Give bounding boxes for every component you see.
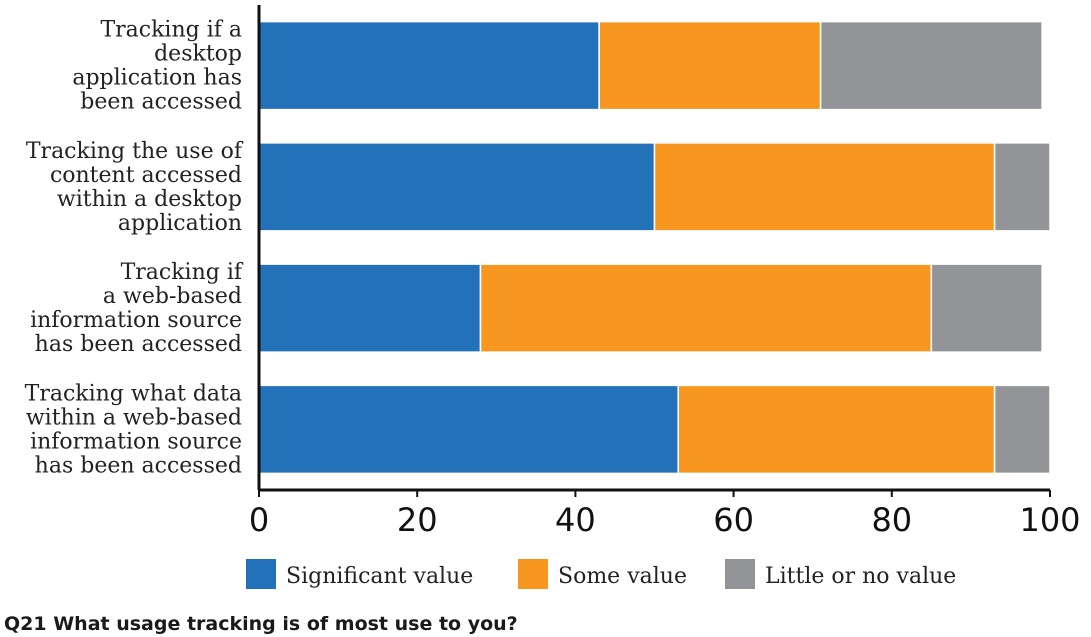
legend-swatch-little-or-no-value <box>725 559 755 589</box>
x-tick-label: 100 <box>1019 501 1080 539</box>
legend-swatch-some-value <box>518 559 548 589</box>
category-label-2: Tracking the use of content accessed withi… <box>26 139 244 236</box>
category-label-line: a web-based <box>103 284 242 309</box>
category-label-line: Tracking what data <box>25 381 242 406</box>
x-tick-label: 0 <box>249 501 269 539</box>
bar-4-little-or-no-value <box>993 384 1051 475</box>
bar-1-little-or-no-value <box>819 20 1043 111</box>
category-label-line: within a desktop <box>57 187 242 212</box>
bar-3-significant-value <box>258 263 482 353</box>
category-label-line: information source <box>30 308 242 333</box>
category-label-line: information source <box>30 429 242 454</box>
x-tick-label: 20 <box>397 501 438 539</box>
x-axis-ticks: 0 20 40 60 80 100 <box>249 490 1081 539</box>
legend-label-little-or-no-value: Little or no value <box>765 564 956 589</box>
category-label-line: within a web-based <box>26 405 242 430</box>
chart-caption: Q21 What usage tracking is of most use t… <box>4 613 518 635</box>
category-label-line: Tracking if a <box>100 18 242 43</box>
category-label-line: application <box>118 211 242 236</box>
bar-1-some-value <box>598 20 822 111</box>
bar-1-significant-value <box>258 20 600 111</box>
category-labels: Tracking if a desktop application has been … <box>25 18 262 478</box>
legend: Significant value Some value Little or no … <box>246 559 956 589</box>
category-label-line: application has <box>72 66 242 91</box>
category-label-line: content accessed <box>50 163 242 188</box>
category-label-line: Tracking if <box>121 260 244 285</box>
legend-label-some-value: Some value <box>558 564 687 589</box>
category-label-4: Tracking what data within a web-based info… <box>25 381 242 478</box>
category-label-line: Tracking the use of <box>26 139 244 164</box>
category-label-line: has been accessed <box>35 453 242 478</box>
bar-2-little-or-no-value <box>993 142 1051 232</box>
x-tick-label: 60 <box>713 501 754 539</box>
bar-3-some-value <box>479 263 933 353</box>
category-label-1: Tracking if a desktop application has been … <box>72 18 242 115</box>
legend-swatch-significant-value <box>246 559 276 589</box>
x-tick-label: 40 <box>555 501 596 539</box>
x-tick-label: 80 <box>871 501 912 539</box>
bar-3-little-or-no-value <box>930 263 1043 353</box>
bar-2-some-value <box>653 142 996 232</box>
category-label-line: been accessed <box>80 90 242 115</box>
bars-layer <box>258 20 1051 475</box>
bar-4-significant-value <box>258 384 679 475</box>
category-label-line: has been accessed <box>35 332 242 357</box>
legend-label-significant-value: Significant value <box>286 564 473 589</box>
bar-4-some-value <box>677 384 996 475</box>
category-label-3: Tracking if a web-based information source… <box>30 260 244 357</box>
category-label-line: desktop <box>154 42 242 67</box>
bar-2-significant-value <box>258 142 656 232</box>
